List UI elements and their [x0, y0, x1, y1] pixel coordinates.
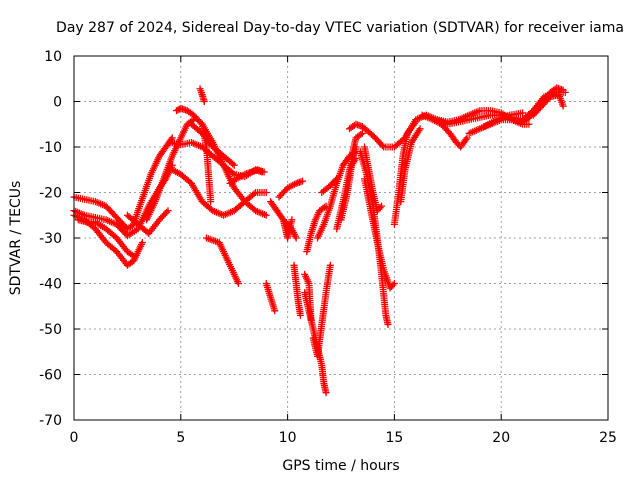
series-track-27 [337, 154, 360, 224]
series-track-11 [194, 116, 215, 206]
data-point [288, 216, 296, 224]
y-tick-label: -70 [39, 413, 62, 429]
series-track-19 [290, 261, 304, 319]
data-point [138, 239, 146, 247]
series-track-12 [196, 85, 208, 105]
x-tick-label: 10 [279, 430, 297, 446]
y-tick-label: -30 [39, 231, 62, 247]
data-point [416, 125, 424, 133]
series-track-04 [74, 216, 138, 260]
data-point [130, 252, 138, 260]
series-track-40 [529, 91, 567, 119]
series-track-16 [275, 177, 307, 201]
series-track-14 [226, 166, 268, 187]
data-point [296, 311, 304, 319]
series-track-31 [360, 143, 386, 215]
x-tick-label: 20 [492, 430, 510, 446]
data-point [230, 161, 238, 169]
data-point [307, 316, 315, 324]
series-track-34 [397, 125, 424, 206]
data-point [357, 130, 365, 138]
series-track-38 [480, 109, 527, 131]
data-point [352, 154, 360, 162]
data-point [384, 320, 392, 328]
data-point [197, 119, 205, 127]
series-track-17 [262, 280, 279, 315]
data-point [559, 86, 567, 94]
data-point [378, 142, 386, 150]
series-track-28 [348, 129, 366, 160]
data-point [326, 261, 334, 269]
data-point [164, 207, 172, 215]
plot-frame [73, 55, 609, 421]
axis-ticks: 0 5 10 15 20 25 10 0 -10 -20 -30 -40 -50 -60 -70 [39, 49, 617, 446]
x-tick-label: 5 [176, 430, 185, 446]
data-point [250, 190, 258, 198]
series-track-23 [303, 202, 330, 256]
series-track-22 [309, 261, 334, 360]
series-track-05 [123, 207, 172, 237]
data-point [390, 280, 398, 287]
series-track-33 [390, 118, 420, 228]
data-point [525, 120, 533, 128]
y-axis-label: SDTVAR / TECUs [8, 181, 24, 296]
data-point [271, 307, 279, 315]
data-point [292, 234, 300, 242]
y-tick-label: -40 [39, 277, 62, 293]
data-point [128, 251, 136, 259]
data-point [320, 203, 328, 211]
x-tick-label: 25 [599, 430, 617, 446]
y-tick-label: -10 [39, 140, 62, 156]
series-track-21 [301, 270, 315, 324]
series-track-18 [279, 216, 296, 242]
data-point [167, 135, 175, 143]
data-point [358, 129, 366, 137]
data-point [411, 120, 419, 128]
x-tick-label: 0 [70, 430, 79, 446]
y-tick-label: -50 [39, 322, 62, 338]
data-point [376, 204, 384, 212]
y-tick-label: -60 [39, 368, 62, 384]
data-point [519, 109, 527, 117]
y-tick-label: 10 [44, 49, 62, 65]
data-point [322, 389, 330, 397]
data-point [229, 160, 237, 168]
x-axis-label: GPS time / hours [282, 458, 399, 474]
data-point [234, 280, 242, 287]
gridlines [74, 56, 608, 420]
data-point [260, 168, 268, 176]
data-point [463, 134, 471, 142]
data-point [163, 208, 171, 216]
y-tick-label: 0 [53, 95, 62, 111]
data-point [262, 211, 270, 219]
data-markers [70, 84, 569, 397]
data-point [262, 189, 270, 196]
chart-title: Day 287 of 2024, Sidereal Day-to-day VTE… [56, 20, 624, 36]
data-point [412, 118, 420, 126]
y-tick-label: -20 [39, 186, 62, 202]
series-track-32 [360, 175, 398, 292]
data-point [378, 202, 386, 210]
series-track-13 [202, 234, 242, 287]
data-point [462, 135, 470, 143]
data-point [200, 98, 208, 105]
data-point [299, 177, 307, 185]
data-point [559, 102, 567, 110]
data-point [207, 198, 215, 206]
series-track-35 [418, 111, 471, 151]
data-point [389, 281, 397, 289]
x-tick-label: 15 [385, 430, 403, 446]
